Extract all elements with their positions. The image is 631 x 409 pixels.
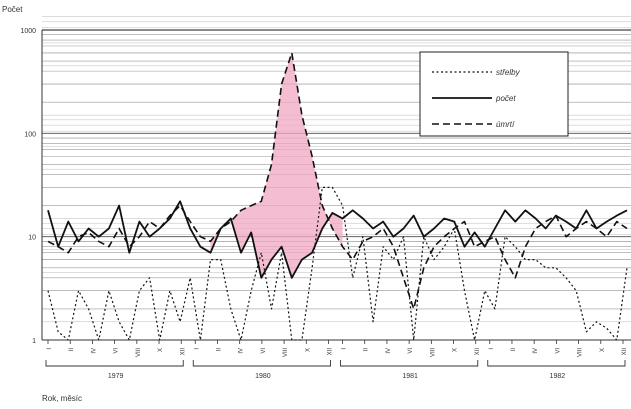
y-tick-labels: 1 10 100 1000 xyxy=(20,28,36,345)
series-line-dashed xyxy=(47,52,628,310)
highlighted-area xyxy=(210,52,343,278)
x-tick-label: VIII xyxy=(430,348,436,357)
x-tick-label: X xyxy=(158,348,164,352)
y-axis-label: Počet xyxy=(2,5,23,14)
y-tick-label: 100 xyxy=(24,131,36,138)
series-line-solid xyxy=(47,200,628,279)
legend-box xyxy=(419,51,569,137)
year-bracket xyxy=(487,360,626,367)
year-label: 1981 xyxy=(402,373,418,380)
x-tick-label: VIII xyxy=(578,348,584,357)
legend: střelby počet úmrtí xyxy=(419,51,569,137)
year-labels: 1979 1980 1981 1982 xyxy=(45,360,626,380)
x-tick-label: XII xyxy=(622,348,628,356)
x-tick-label: II xyxy=(69,348,75,352)
x-tick-label: VIII xyxy=(136,348,142,357)
series-lines xyxy=(47,52,628,341)
y-tick-label: 1000 xyxy=(20,28,36,35)
x-axis-label: Rok, měsíc xyxy=(42,394,82,403)
year-label: 1980 xyxy=(255,373,271,380)
x-tick-label: XII xyxy=(328,348,334,356)
x-tick-label: VIII xyxy=(283,348,289,357)
x-tick-label: VI xyxy=(555,348,561,354)
year-label: 1979 xyxy=(108,373,124,380)
x-tick-label: VI xyxy=(408,348,414,354)
x-tick-label: X xyxy=(305,348,311,352)
legend-label: počet xyxy=(495,94,516,103)
legend-label: úmrtí xyxy=(496,120,515,129)
year-bracket xyxy=(340,360,479,367)
x-tick-label: I xyxy=(342,348,348,350)
legend-label: střelby xyxy=(496,68,521,77)
x-tick-label: VI xyxy=(261,348,267,354)
year-bracket xyxy=(45,360,184,367)
x-tick-label: IV xyxy=(386,348,392,354)
x-tick-label: II xyxy=(216,348,222,352)
y-tick-label: 1 xyxy=(32,338,36,345)
x-tick-label: IV xyxy=(239,348,245,354)
x-tick-label: VI xyxy=(114,348,120,354)
x-tick-label: XII xyxy=(475,348,481,356)
x-tick-label: I xyxy=(47,348,53,350)
y-tick-label: 10 xyxy=(28,235,36,242)
year-bracket xyxy=(192,360,331,367)
x-tick-label: X xyxy=(453,348,459,352)
x-tick-label: IV xyxy=(91,348,97,354)
x-tick-label: II xyxy=(511,348,517,352)
x-tick-label: I xyxy=(489,348,495,350)
x-tick-label: I xyxy=(194,348,200,350)
x-tick-label: IV xyxy=(533,348,539,354)
x-tick-label: XII xyxy=(180,348,186,356)
x-tick-label: X xyxy=(600,348,606,352)
x-tick-label: II xyxy=(364,348,370,352)
x-tick-labels: I II IV VI VIII X XII I II IV VI VIII X XII I II IV VI VII… xyxy=(47,340,628,357)
year-label: 1982 xyxy=(550,373,566,380)
series-line-dotted xyxy=(47,186,628,341)
